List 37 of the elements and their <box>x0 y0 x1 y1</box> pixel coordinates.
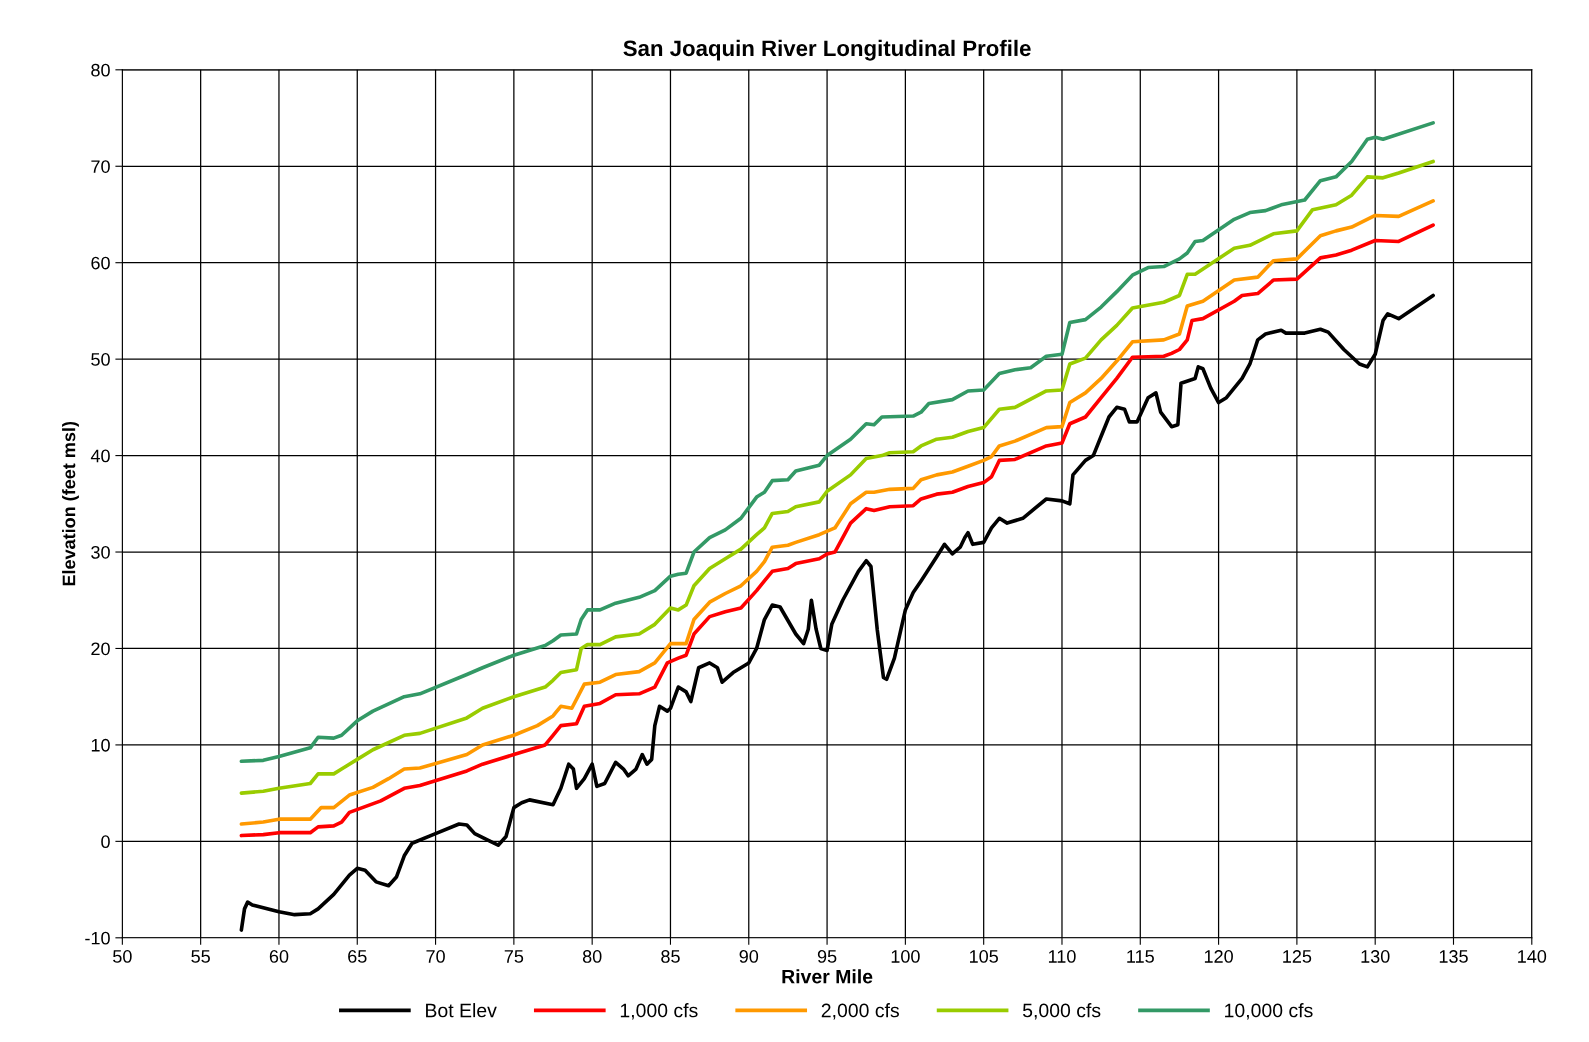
x-tick-label: 50 <box>113 950 132 963</box>
y-tick-label: 50 <box>91 353 110 366</box>
x-tick-label: 55 <box>191 950 210 963</box>
x-tick-label: 75 <box>504 950 524 963</box>
y-tick-label: 40 <box>90 449 110 463</box>
legend-label: 2,000 cfs <box>821 1003 899 1020</box>
legend-label: 5,000 cfs <box>1022 1003 1101 1020</box>
x-tick-label: 100 <box>891 950 920 963</box>
legend-label: 1,000 cfs <box>620 1003 698 1020</box>
x-tick-label: 140 <box>1518 950 1547 963</box>
x-axis-title: River Mile <box>782 969 873 984</box>
x-tick-label: 105 <box>970 950 998 963</box>
y-tick-label: -10 <box>85 931 110 945</box>
x-tick-label: 90 <box>739 950 759 963</box>
x-tick-label: 125 <box>1283 950 1312 963</box>
x-tick-label: 120 <box>1204 950 1233 963</box>
chart-title: San Joaquin River Longitudinal Profile <box>623 39 1031 61</box>
x-tick-label: 95 <box>817 950 837 963</box>
x-tick-label: 65 <box>348 950 367 963</box>
y-tick-label: 20 <box>91 642 110 656</box>
x-tick-label: 70 <box>426 950 445 963</box>
y-tick-label: 0 <box>101 835 110 849</box>
y-tick-label: 10 <box>91 738 110 752</box>
y-tick-label: 30 <box>91 545 110 559</box>
x-tick-label: 60 <box>269 950 289 963</box>
x-tick-label: 80 <box>582 950 602 963</box>
legend-label: 10,000 cfs <box>1225 1003 1313 1020</box>
x-tick-label: 115 <box>1127 950 1154 963</box>
legend-label: Bot Elev <box>426 1003 497 1018</box>
y-tick-label: 60 <box>91 256 110 270</box>
x-tick-label: 135 <box>1439 950 1468 963</box>
x-tick-label: 110 <box>1048 950 1076 963</box>
x-tick-label: 85 <box>661 950 680 963</box>
x-tick-label: 130 <box>1361 950 1390 963</box>
y-tick-label: 80 <box>91 63 110 77</box>
y-tick-label: 70 <box>91 160 110 173</box>
y-axis-title: Elevation (feet msl) <box>62 421 79 586</box>
